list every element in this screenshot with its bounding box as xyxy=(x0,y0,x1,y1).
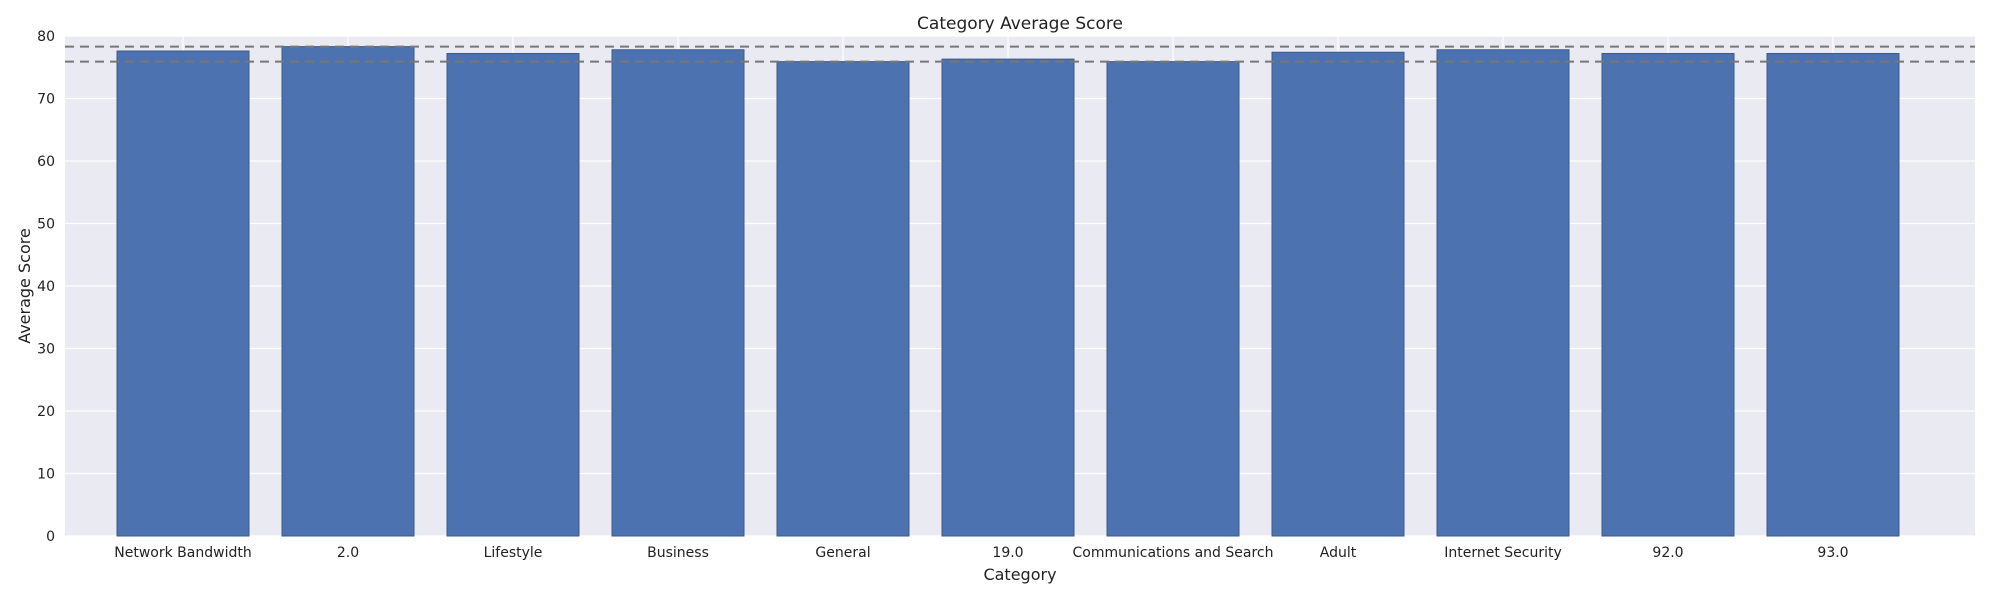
x-tick-label: 2.0 xyxy=(337,545,359,561)
bar xyxy=(611,49,745,537)
y-tick-label: 20 xyxy=(37,404,55,420)
x-tick-label: 92.0 xyxy=(1652,545,1683,561)
y-tick-label: 80 xyxy=(37,29,55,45)
x-tick-label: Network Bandwidth xyxy=(114,545,251,561)
y-tick-label: 60 xyxy=(37,154,55,170)
y-tick-label: 30 xyxy=(37,342,55,358)
y-tick-label: 0 xyxy=(46,529,55,545)
bar xyxy=(1436,49,1570,537)
x-tick-label: 19.0 xyxy=(992,545,1023,561)
y-tick-label: 10 xyxy=(37,467,55,483)
x-tick-label: Business xyxy=(647,545,709,561)
bar xyxy=(1106,61,1240,537)
bar xyxy=(1766,53,1900,537)
bar xyxy=(446,53,580,537)
x-tick-label: Lifestyle xyxy=(484,545,543,561)
x-tick-label: Adult xyxy=(1320,545,1357,561)
bar xyxy=(776,61,910,537)
x-tick-label: Communications and Search xyxy=(1073,545,1274,561)
bar xyxy=(116,50,250,537)
x-ticks: Network Bandwidth 2.0 Lifestyle Business Gen… xyxy=(114,545,1848,561)
bar xyxy=(1271,51,1405,537)
bars xyxy=(116,46,1900,537)
x-axis-title: Category xyxy=(983,565,1056,584)
y-tick-label: 40 xyxy=(37,279,55,295)
bar xyxy=(941,58,1075,537)
x-tick-label: Internet Security xyxy=(1444,545,1562,561)
y-ticks: 0 10 20 30 40 50 60 70 80 xyxy=(37,29,55,545)
y-axis-title: Average Score xyxy=(15,228,34,344)
x-tick-label: General xyxy=(815,545,870,561)
bar xyxy=(281,46,415,537)
y-tick-label: 50 xyxy=(37,217,55,233)
bar xyxy=(1601,53,1735,537)
x-tick-label: 93.0 xyxy=(1817,545,1848,561)
chart-title: Category Average Score xyxy=(917,14,1123,34)
y-tick-label: 70 xyxy=(37,92,55,108)
reference-lines xyxy=(65,45,1975,63)
